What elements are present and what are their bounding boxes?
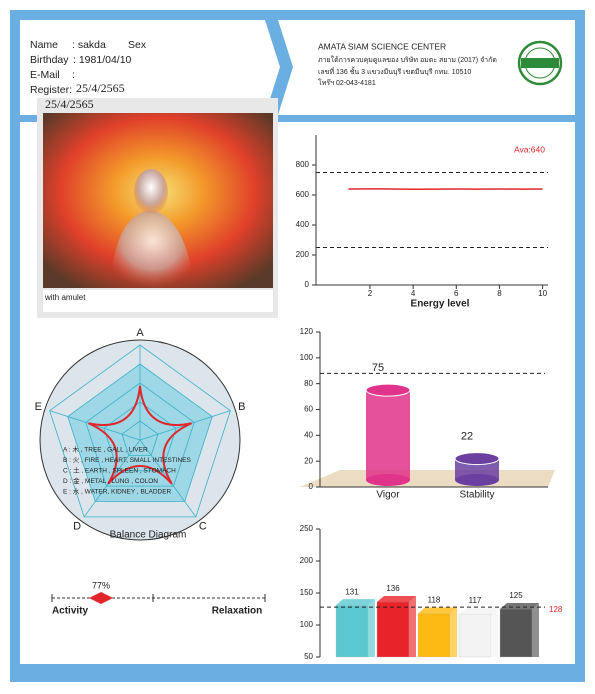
silhouette-head — [134, 169, 168, 215]
value-label: 118 — [428, 596, 441, 605]
left-label: Activity — [52, 606, 89, 617]
silhouette — [110, 210, 195, 288]
cylinder-top — [365, 383, 411, 397]
grid-ring — [49, 344, 231, 518]
y-tick-label: 120 — [300, 327, 314, 336]
header-left — [20, 20, 280, 115]
value-label: 75 — [372, 362, 384, 374]
logo — [517, 40, 563, 86]
y-tick-label: 0 — [305, 280, 310, 289]
axis-label: A — [136, 327, 144, 339]
bar — [458, 613, 492, 658]
y-tick-label: 20 — [304, 456, 313, 465]
legend-item: D : 金 , METAL , LUNG , COLON — [63, 476, 158, 485]
axis-label: D — [73, 520, 81, 532]
bar-side — [532, 603, 539, 657]
bar-top — [377, 595, 416, 602]
company-name: AMATA SIAM SCIENCE CENTER — [318, 41, 446, 51]
bar-side — [368, 599, 375, 657]
bar-top — [336, 599, 375, 606]
value-label: 77% — [92, 580, 110, 590]
email: : — [72, 69, 75, 81]
y-tick-label: 200 — [296, 250, 310, 259]
birthday-label: Birthday — [30, 54, 69, 66]
axis-label: C — [199, 520, 207, 532]
bar — [335, 605, 369, 658]
floor — [300, 470, 555, 487]
y-tick-label: 40 — [304, 430, 313, 439]
email-label: E-Mail — [30, 69, 60, 81]
y-tick-label: 150 — [300, 588, 314, 597]
axis-label: B — [238, 401, 245, 413]
x-tick-label: Stability — [459, 490, 494, 501]
x-tick-label: 2 — [368, 289, 373, 298]
cylinder-base — [455, 474, 499, 486]
value-label: 117 — [469, 596, 482, 605]
bar — [376, 601, 410, 658]
cylinder-top — [454, 452, 500, 466]
company-line: เลขที่ 136 ชั้น 3 แขวงมีนบุรี เขตมีนบุรี… — [318, 65, 471, 76]
grid-ring — [85, 382, 195, 487]
x-tick-label: Vigor — [376, 490, 400, 501]
y-tick-label: 400 — [296, 220, 310, 229]
register: 25/4/2565 — [76, 81, 125, 95]
reference-label: 128 — [549, 605, 563, 614]
slider-marker — [88, 592, 113, 604]
cylinder-base — [366, 474, 410, 486]
value-label: 131 — [345, 587, 359, 596]
legend-item: E : 水 , WATER, KIDNEY , BLADDER — [63, 487, 172, 496]
y-tick-label: 800 — [296, 160, 310, 169]
photo-caption: with amulet — [44, 293, 86, 302]
company-line: โทร๊ฯ 02-043-4181 — [318, 78, 376, 87]
y-tick-label: 0 — [309, 482, 314, 491]
right-label: Relaxation — [212, 606, 263, 617]
y-tick-label: 60 — [304, 405, 313, 414]
name: : sakda — [72, 39, 106, 51]
register-label: Register: — [30, 84, 72, 96]
header-right — [278, 20, 575, 115]
caption-strip — [43, 290, 273, 312]
y-tick-label: 100 — [300, 620, 314, 629]
bar-side — [491, 608, 498, 657]
company-line: ภายใต้การควบคุมดูแลของ บริษัท อมตะ สยาม … — [318, 55, 497, 64]
x-axis-label: Energy level — [411, 299, 470, 310]
caption: Balance Diagram — [110, 530, 187, 541]
bar-side — [450, 607, 457, 657]
name-label: Name — [30, 39, 58, 51]
axis-label: E — [35, 401, 42, 413]
y-tick-label: 600 — [296, 190, 310, 199]
x-tick-label: 8 — [497, 289, 502, 298]
value-label: 136 — [386, 584, 400, 593]
y-tick-label: 250 — [300, 524, 314, 533]
annotation: Ava:640 — [514, 144, 545, 154]
bar — [417, 613, 451, 658]
bar-top — [418, 607, 457, 614]
y-tick-label: 200 — [300, 556, 314, 565]
bar — [499, 608, 533, 658]
sex-label: Sex — [128, 39, 147, 51]
y-tick-label: 50 — [304, 652, 313, 661]
legend-item: C : 土 , EARTH , SPLEEN , STOMACH — [63, 466, 176, 475]
grid-ring — [121, 420, 159, 456]
birthday: : 1981/04/10 — [73, 54, 132, 66]
legend-item: A : 木 , TREE , GALL , LIVER — [63, 445, 148, 454]
x-tick-label: 6 — [454, 289, 459, 298]
photo-date: 25/4/2565 — [45, 97, 94, 111]
value-label: 22 — [461, 430, 473, 442]
radar-shape — [88, 385, 192, 485]
grid-ring — [67, 363, 213, 502]
cylinder-body — [366, 390, 410, 480]
bar-side — [409, 595, 416, 657]
y-tick-label: 80 — [304, 379, 313, 388]
bar-top — [459, 608, 498, 615]
x-tick-label: 10 — [538, 289, 547, 298]
value-label: 125 — [509, 591, 523, 600]
x-tick-label: 4 — [411, 289, 416, 298]
legend-item: B : 火 , FIRE , HEART, SMALL INTESTINES — [63, 457, 192, 464]
y-tick-label: 100 — [300, 353, 314, 362]
